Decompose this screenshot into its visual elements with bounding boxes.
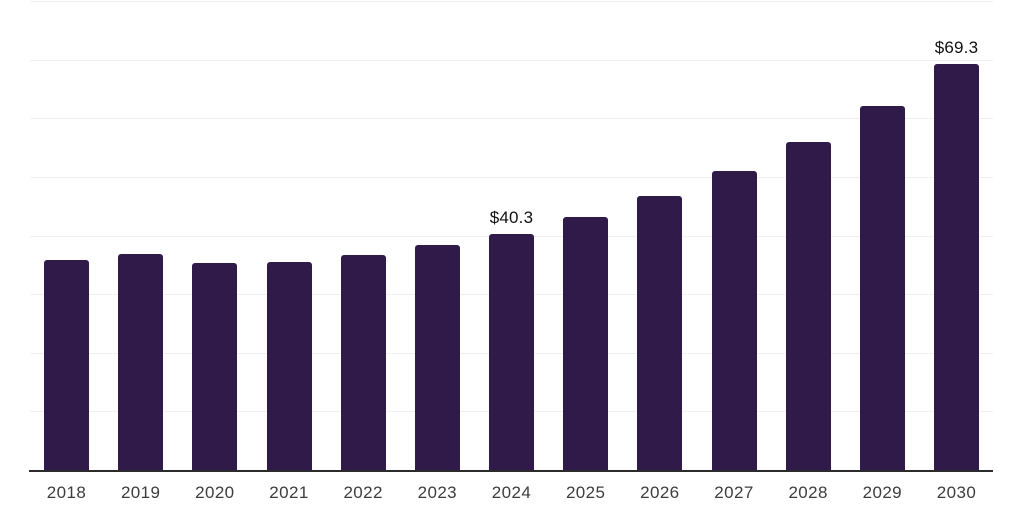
bar-2027 [711, 171, 757, 470]
bar-2023 [414, 244, 460, 470]
x-tick-label: 2023 [417, 483, 458, 502]
x-tick-label: 2019 [120, 483, 161, 502]
bar-2024 [489, 233, 534, 470]
gridline [30, 1, 993, 2]
x-tick-label: 2018 [46, 483, 87, 502]
x-tick-label: 2029 [862, 483, 903, 502]
gridline [30, 59, 993, 61]
x-tick-label: 2028 [788, 483, 828, 502]
bar-2019 [118, 253, 164, 470]
x-tick-label: 2025 [565, 483, 606, 502]
bar-2022 [340, 254, 386, 470]
x-tick-label: 2021 [269, 483, 309, 502]
bar-2028 [785, 141, 831, 470]
x-tick-label: 2027 [714, 483, 754, 502]
gridline [30, 176, 993, 178]
gridline [30, 118, 993, 120]
bar-2020 [192, 263, 238, 470]
bar-value-label: $40.3 [489, 207, 534, 227]
bar-2025 [563, 217, 609, 470]
x-tick-label: 2022 [343, 483, 383, 502]
x-tick-label: 2020 [195, 483, 235, 502]
x-tick-label: 2024 [491, 483, 532, 502]
bar-2021 [266, 261, 312, 470]
bar-2029 [859, 105, 905, 470]
x-tick-label: 2026 [640, 483, 680, 502]
bar-value-label: $69.3 [934, 37, 979, 57]
x-axis-line [29, 470, 993, 472]
x-tick-label: 2030 [936, 483, 977, 502]
bar-2018 [44, 259, 89, 470]
bar-2026 [637, 196, 683, 470]
bar-2030 [934, 63, 979, 470]
